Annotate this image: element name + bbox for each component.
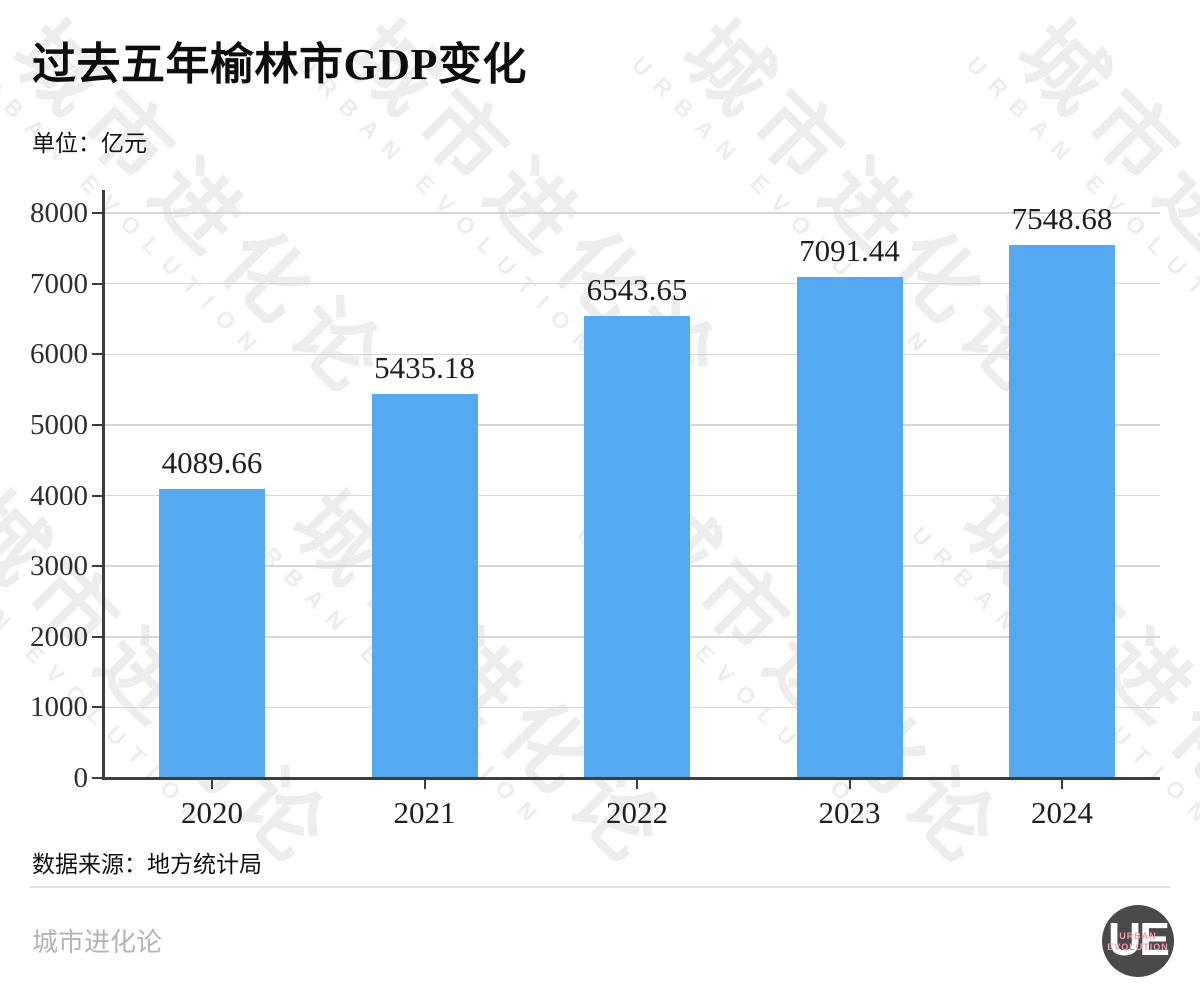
bar-2024 bbox=[1009, 244, 1115, 778]
y-axis-label-2000: 2000 bbox=[30, 620, 88, 653]
y-axis-label-3000: 3000 bbox=[30, 550, 88, 583]
y-tick-1000 bbox=[92, 706, 104, 709]
x-axis-line bbox=[102, 776, 1160, 780]
x-tick-2023 bbox=[848, 779, 851, 789]
y-tick-8000 bbox=[92, 212, 104, 214]
footer-brand-name: 城市进化论 bbox=[32, 928, 163, 957]
bar-2020 bbox=[159, 489, 265, 778]
bar-value-label-2021: 5435.18 bbox=[374, 350, 475, 386]
x-tick-2022 bbox=[636, 779, 638, 789]
gridline-7000 bbox=[103, 282, 1160, 285]
x-axis-label-2020: 2020 bbox=[181, 795, 243, 830]
y-tick-7000 bbox=[92, 282, 104, 285]
y-tick-4000 bbox=[92, 494, 104, 497]
y-axis-label-7000: 7000 bbox=[30, 267, 88, 300]
footer-divider bbox=[30, 886, 1170, 888]
logo-subtext: URBAN EVOLUTION bbox=[1102, 931, 1174, 954]
bar-value-label-2023: 7091.44 bbox=[799, 233, 900, 269]
y-axis-label-6000: 6000 bbox=[30, 338, 88, 371]
logo-subtext-line2: EVOLUTION bbox=[1107, 942, 1169, 953]
x-axis-label-2022: 2022 bbox=[606, 795, 668, 830]
logo-ue-letters: UE bbox=[1108, 913, 1170, 965]
y-axis-label-4000: 4000 bbox=[30, 479, 88, 512]
bar-2021 bbox=[371, 394, 478, 778]
y-axis-label-0: 0 bbox=[73, 762, 89, 794]
y-axis-label-1000: 1000 bbox=[30, 691, 88, 724]
bar-value-label-2024: 7548.68 bbox=[1011, 200, 1113, 236]
page-title: 过去五年榆林市GDP变化 bbox=[32, 40, 527, 89]
data-source-note: 数据来源：地方统计局 bbox=[32, 852, 262, 877]
bar-2022 bbox=[584, 315, 690, 778]
y-tick-3000 bbox=[92, 565, 104, 568]
bar-value-label-2022: 6543.65 bbox=[586, 271, 688, 307]
x-axis-label-2024: 2024 bbox=[1031, 795, 1093, 830]
gridline-8000 bbox=[103, 212, 1160, 214]
x-axis-label-2023: 2023 bbox=[818, 795, 881, 830]
x-tick-2024 bbox=[1061, 779, 1063, 789]
y-tick-0 bbox=[92, 777, 104, 779]
x-tick-2020 bbox=[211, 779, 213, 789]
urban-evolution-logo: UE URBAN EVOLUTION bbox=[1102, 905, 1174, 977]
chart-unit-label: 单位：亿元 bbox=[32, 131, 147, 156]
bar-value-label-2020: 4089.66 bbox=[161, 445, 263, 481]
logo-subtext-line1: URBAN bbox=[1119, 931, 1157, 941]
bar-2023 bbox=[796, 277, 903, 778]
y-axis-label-8000: 8000 bbox=[30, 197, 88, 229]
y-tick-6000 bbox=[92, 353, 104, 356]
y-tick-2000 bbox=[92, 635, 104, 638]
x-axis-label-2021: 2021 bbox=[393, 795, 456, 830]
x-tick-2021 bbox=[423, 779, 426, 789]
y-tick-5000 bbox=[92, 423, 104, 426]
y-axis-line bbox=[102, 190, 105, 780]
y-axis-label-5000: 5000 bbox=[30, 408, 88, 441]
